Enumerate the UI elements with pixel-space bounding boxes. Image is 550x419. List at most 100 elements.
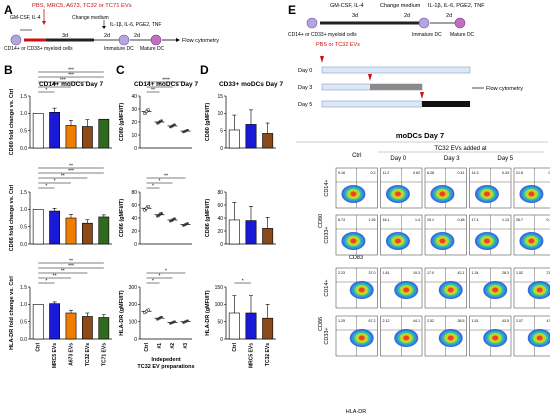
flow-readout: Flow cytometry: [182, 38, 219, 44]
flow-quadrant-value: 0.43: [502, 171, 509, 175]
y-tick-label: 200: [129, 302, 138, 308]
bar: [245, 312, 257, 340]
data-point: [160, 315, 163, 319]
start-cells-label: CD14+ or CD33+ myeloid cells: [4, 46, 73, 52]
e-duration-3d: 3d: [352, 13, 358, 19]
y-tick-label: 0.5: [20, 128, 27, 134]
significance-stars: ****: [162, 78, 170, 84]
y-tick-label: 0: [134, 242, 137, 248]
panel-letter-a: A: [4, 3, 13, 17]
flow-plot: 1.81 19.3: [380, 267, 423, 309]
y-axis-label: HLA-DR (gMFI/IT): [119, 290, 125, 336]
data-point: [146, 108, 151, 112]
flow-quadrant-value: 28.3: [502, 271, 509, 275]
flow-quadrant-value: 38.5: [458, 319, 465, 323]
bar: [49, 210, 60, 245]
flow-quadrant-value: 14.3: [472, 171, 479, 175]
e-cytokines-start: GM-CSF, IL-4: [330, 3, 364, 9]
significance-stars: *: [159, 83, 161, 89]
y-tick-label: 60: [131, 203, 137, 209]
e-day5-bar-a: [321, 100, 423, 108]
flow-col-day: Day 3: [444, 156, 460, 162]
x-tick-label: #3: [183, 343, 189, 349]
significance-stars: *: [54, 179, 56, 185]
data-point: [142, 208, 147, 212]
e-day3-arrow: [368, 74, 372, 81]
flow-quadrant-value: 2.23: [338, 271, 345, 275]
flow-quadrant-value: 2.12: [383, 319, 390, 323]
y-tick-label: 5: [220, 128, 223, 134]
flow-quadrant-value: 11.2: [383, 171, 390, 175]
panel-letter-c: C: [116, 63, 125, 77]
e-day3-bar-treat: [370, 84, 422, 90]
bar: [245, 124, 257, 149]
bar: [98, 118, 110, 149]
y-tick-label: 80: [131, 190, 137, 196]
flow-quadrant-value: 1.13: [502, 218, 509, 222]
x-tick-label: #2: [170, 343, 176, 349]
flow-quadrant-value: 47.1: [547, 319, 550, 323]
flow-plot: 1.25 67.2: [335, 315, 378, 357]
data-point: [158, 213, 161, 216]
immature-dc-icon: [118, 34, 130, 46]
data-point: [173, 217, 176, 220]
data-point: [146, 308, 151, 312]
significance-stars: ***: [60, 78, 66, 84]
e-culture-bar: [320, 21, 420, 25]
flow-quadrant-value: 42.1: [458, 271, 465, 275]
data-point: [156, 318, 159, 321]
x-tick-label: TC71 EVs: [101, 343, 107, 366]
flow-density-contour: [394, 238, 401, 244]
x-tick-label: Ctrl: [144, 342, 150, 351]
flow-x-axis-bottom: HLA-DR: [346, 409, 367, 415]
flow-density-contour: [492, 335, 499, 341]
data-point: [169, 322, 172, 325]
x-axis-label: TC32 EV preparations: [137, 364, 194, 370]
flow-quadrant-value: 0.41: [458, 171, 465, 175]
y-tick-label: 80: [217, 190, 223, 196]
significance-stars: ***: [68, 73, 74, 79]
significance-stars: **: [53, 274, 57, 280]
y-axis-label: CD80 (gMFI/IT): [205, 103, 211, 142]
y-tick-label: 1.5: [20, 190, 27, 196]
x-tick-label: MRC5 EVs: [52, 343, 58, 368]
y-tick-label: 150: [215, 285, 224, 291]
immature-label: Immature DC: [104, 46, 134, 52]
flow-y-axis-bottom: CD86: [318, 317, 324, 331]
x-tick-label: TC32 EVs: [85, 343, 91, 366]
data-point: [158, 317, 161, 320]
data-point: [182, 321, 185, 324]
data-point: [186, 222, 189, 225]
flow-plot: 17.0 42.1: [424, 267, 467, 309]
data-point: [184, 129, 187, 133]
data-point: [160, 119, 163, 122]
y-tick-label: 10: [131, 133, 137, 139]
flow-quadrant-value: 8.74: [338, 218, 345, 222]
treatment-arrowhead: [42, 21, 46, 25]
cytokines-mature: IL-1β, IL-6, PGE2, TNF: [110, 22, 161, 28]
y-axis-label: CD80 (gMFI/IT): [119, 103, 125, 142]
significance-stars: *: [242, 279, 244, 285]
flow-quadrant-value: 0.62: [413, 171, 420, 175]
significance-stars: *: [165, 269, 167, 275]
chart-d2: 0 20 40 60 80 CD86 (gMFI/IT): [205, 190, 276, 248]
significance-stars: ***: [68, 169, 74, 175]
y-axis-label: CD80 fold change vs. Ctrl: [9, 88, 15, 155]
y-tick-label: 1.0: [20, 111, 27, 117]
flow-quadrant-value: 1.26: [369, 218, 376, 222]
flow-quadrant-value: 0.42: [547, 218, 550, 222]
flow-row-label: CD14+: [324, 279, 330, 296]
data-point: [169, 125, 172, 129]
flow-plot: 19.1 0.48: [424, 214, 467, 256]
bar: [32, 304, 44, 340]
data-point: [184, 223, 187, 226]
data-point: [171, 218, 174, 222]
flow-plot: 17.4 1.13: [469, 214, 512, 256]
significance-stars: *: [152, 184, 154, 190]
data-point: [160, 212, 163, 215]
flow-quadrant-value: 0.4: [549, 171, 550, 175]
significance-stars: **: [69, 164, 73, 170]
